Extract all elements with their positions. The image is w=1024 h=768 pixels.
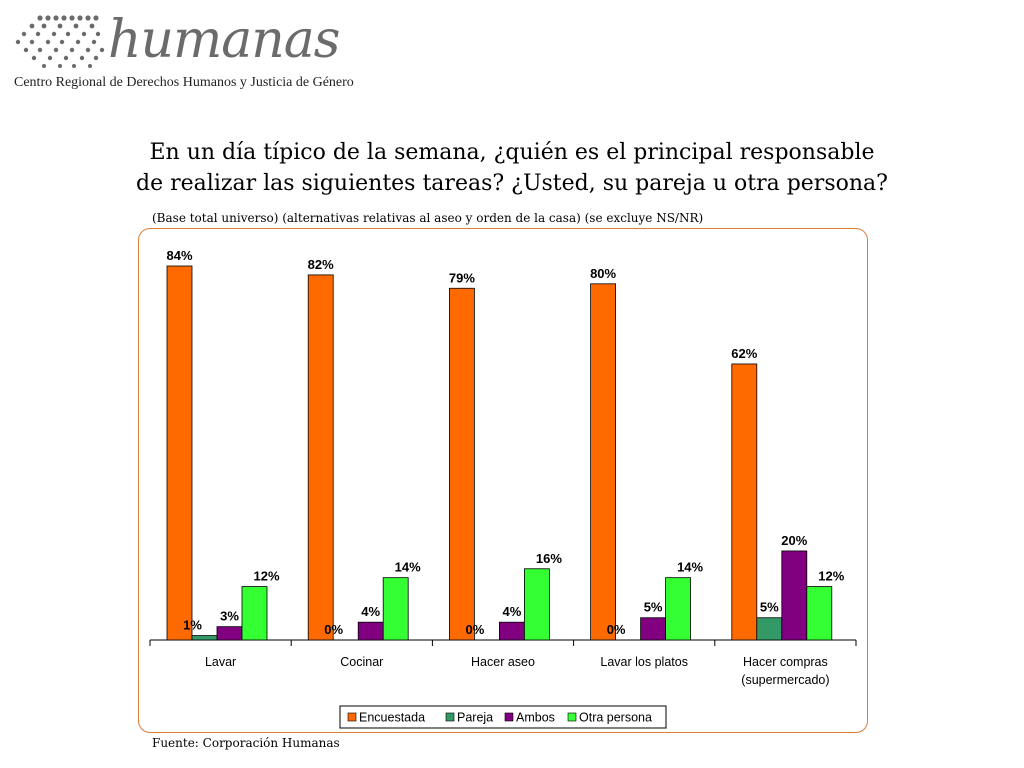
data-label: 4% (361, 604, 380, 619)
bar-ambos (216, 626, 243, 641)
x-tick-label: Lavar los platos (600, 655, 688, 669)
legend-entry: Otra persona (579, 711, 652, 725)
data-label: 14% (395, 560, 421, 575)
bar-otra-persona (806, 586, 833, 641)
legend-swatch (347, 712, 357, 722)
legend-entry: Encuestada (359, 711, 425, 725)
data-label: 82% (308, 257, 334, 272)
x-tick-label: Hacer compras (743, 655, 828, 669)
legend-swatch (504, 712, 514, 722)
bar-otra-persona (241, 586, 268, 641)
logo: humanas Centro Regional de Derechos Huma… (4, 4, 354, 100)
data-label: 5% (760, 600, 779, 615)
x-tick-label: (supermercado) (741, 673, 829, 687)
chart-frame (138, 228, 868, 733)
bar-encuestada (166, 265, 193, 641)
bar-otra-persona (382, 577, 409, 641)
bar-encuestada (731, 363, 758, 641)
data-label: 12% (818, 569, 844, 584)
logo-dots-icon (15, 15, 105, 68)
page-title: En un día típico de la semana, ¿quién es… (0, 137, 1024, 199)
bar-pareja (191, 635, 218, 641)
data-label: 1% (183, 618, 202, 633)
title-line-2: de realizar las siguientes tareas? ¿Uste… (136, 171, 888, 196)
data-label: 62% (731, 346, 757, 361)
data-label: 12% (253, 569, 279, 584)
bar-ambos (357, 621, 384, 641)
logo-tagline: Centro Regional de Derechos Humanos y Ju… (14, 75, 354, 90)
data-label: 16% (536, 551, 562, 566)
data-label: 5% (644, 600, 663, 615)
legend-swatch (445, 712, 455, 722)
bar-encuestada (448, 287, 475, 641)
data-label: 0% (324, 622, 343, 637)
data-label: 14% (677, 560, 703, 575)
logo-wordmark: humanas (108, 10, 340, 70)
legend-entry: Pareja (457, 711, 493, 725)
data-label: 84% (166, 248, 192, 263)
bar-ambos (498, 621, 525, 641)
data-label: 80% (590, 266, 616, 281)
data-label: 0% (607, 622, 626, 637)
bar-ambos (640, 617, 666, 641)
data-label: 20% (781, 533, 807, 548)
chart-subtitle: (Base total universo) (alternativas rela… (152, 211, 704, 225)
source-note: Fuente: Corporación Humanas (152, 736, 340, 750)
bar-pareja (756, 617, 783, 641)
x-tick-label: Hacer aseo (471, 655, 535, 669)
data-label: 79% (449, 270, 475, 285)
bar-ambos (781, 550, 808, 641)
legend-swatch (567, 712, 577, 722)
title-line-1: En un día típico de la semana, ¿quién es… (149, 140, 875, 165)
legend-entry: Ambos (516, 711, 555, 725)
bar-encuestada (307, 274, 334, 641)
data-label: 4% (503, 604, 522, 619)
data-label: 3% (220, 609, 239, 624)
x-tick-label: Cocinar (340, 655, 383, 669)
bar-otra-persona (524, 568, 550, 641)
x-tick-label: Lavar (205, 655, 236, 669)
data-label: 0% (466, 622, 485, 637)
bar-otra-persona (665, 577, 691, 641)
bar-encuestada (590, 283, 616, 641)
legend-box (339, 705, 667, 729)
